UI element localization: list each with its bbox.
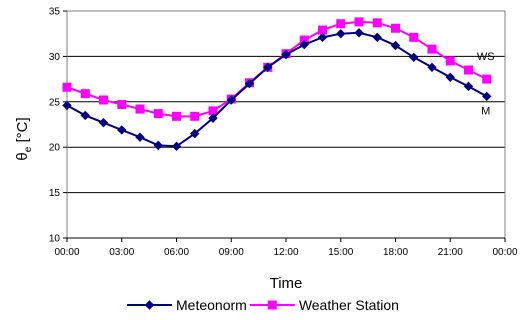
- data-point: [464, 65, 473, 75]
- data-point: [62, 82, 72, 92]
- series-annotations: M WS: [477, 51, 495, 117]
- x-tick-label: 15:00: [328, 247, 353, 258]
- y-axis-title: θe [°C]: [14, 117, 34, 160]
- data-point: [427, 44, 437, 54]
- data-point: [445, 72, 455, 82]
- x-tick-label: 21:00: [438, 247, 463, 258]
- data-point: [80, 110, 90, 121]
- data-point: [244, 78, 255, 89]
- y-tick-label: 25: [49, 97, 61, 108]
- x-axis-ticks: 00:00 03:00 06:00 09:00 12:00 15:00 18:00 21:00…: [54, 237, 518, 258]
- x-tick-label: 03:00: [109, 247, 134, 258]
- data-point: [190, 111, 200, 121]
- data-point: [372, 32, 382, 43]
- series-line: [66, 31, 488, 148]
- x-tick-label: 12:00: [273, 247, 298, 258]
- series-annotation: M: [481, 105, 490, 117]
- y-tick-label: 35: [49, 7, 61, 18]
- legend-entry: Meteonorm: [127, 297, 247, 313]
- legend-label: Weather Station: [299, 297, 399, 313]
- data-point: [299, 39, 309, 50]
- data-point: [208, 113, 218, 123]
- data-point: [317, 32, 328, 43]
- legend-entry: Weather Station: [249, 297, 399, 313]
- data-point: [336, 28, 346, 39]
- data-point: [354, 28, 364, 38]
- data-point: [98, 117, 109, 128]
- gridlines: [67, 10, 505, 239]
- series-annotation: WS: [477, 51, 495, 63]
- series-meteonorm: [62, 28, 492, 151]
- data-point: [153, 109, 163, 119]
- y-axis-title-main: θ: [14, 152, 31, 160]
- y-axis-title-sub: e: [23, 146, 34, 152]
- data-point: [135, 104, 145, 114]
- data-point: [354, 17, 364, 27]
- legend-marker: [267, 300, 277, 310]
- data-point: [427, 62, 437, 73]
- data-point: [99, 95, 108, 105]
- data-point: [62, 100, 72, 111]
- y-tick-label: 30: [49, 52, 61, 63]
- data-point: [172, 111, 181, 121]
- x-axis-title: Time: [270, 275, 303, 292]
- data-point: [226, 95, 236, 105]
- legend-label: Meteonorm: [176, 297, 247, 313]
- y-tick-label: 20: [49, 143, 61, 154]
- data-point: [153, 140, 163, 151]
- x-tick-label: 06:00: [164, 247, 189, 258]
- data-point: [445, 56, 455, 66]
- data-point: [390, 40, 401, 51]
- x-tick-label: 09:00: [219, 247, 244, 258]
- data-point: [80, 89, 90, 99]
- data-point: [482, 91, 492, 102]
- data-point: [391, 23, 400, 33]
- data-point: [263, 62, 273, 73]
- x-tick-label: 00:00: [492, 247, 517, 258]
- data-point: [409, 32, 419, 42]
- series-weather-station: [62, 17, 492, 121]
- data-point: [463, 81, 474, 92]
- y-axis-title-unit: [°C]: [14, 117, 31, 146]
- data-point: [117, 100, 127, 110]
- data-point: [409, 52, 419, 63]
- data-point: [135, 132, 145, 142]
- data-point: [281, 49, 291, 60]
- data-point: [336, 19, 346, 29]
- series-group: [62, 17, 492, 151]
- y-tick-label: 10: [49, 234, 61, 245]
- data-point: [171, 141, 182, 151]
- x-tick-label: 00:00: [54, 247, 79, 258]
- plot-area-frame: [66, 10, 506, 239]
- data-point: [117, 125, 127, 135]
- data-point: [482, 74, 492, 84]
- data-point: [372, 18, 382, 28]
- legend-marker: [144, 300, 155, 310]
- data-point: [190, 128, 200, 139]
- legend: Meteonorm Weather Station: [127, 297, 399, 313]
- x-tick-label: 18:00: [383, 247, 408, 258]
- y-axis-ticks: 10 15 20 25 30 35: [49, 7, 67, 245]
- y-tick-label: 15: [49, 188, 61, 199]
